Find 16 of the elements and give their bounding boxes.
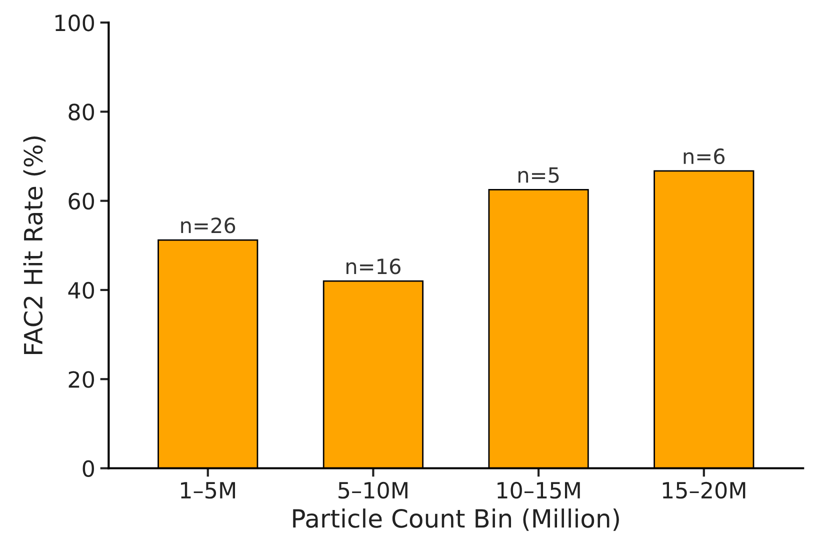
y-axis-title: FAC2 Hit Rate (%) xyxy=(23,136,46,354)
x-tick-label: 10–15M xyxy=(498,482,580,499)
annotation: n=26 xyxy=(181,217,236,234)
x-tick-label: 15–20M xyxy=(662,482,746,499)
x-tick-label: 1–5M xyxy=(181,482,235,499)
y-tick-label: 20 xyxy=(68,371,94,388)
x-axis-title: Particle Count Bin (Million) xyxy=(293,508,619,531)
annotation: n=6 xyxy=(684,148,725,164)
y-tick-label: 40 xyxy=(68,282,94,299)
y-tick-label: 100 xyxy=(55,14,94,32)
annotation: n=16 xyxy=(346,258,400,274)
y-tick-label: 60 xyxy=(68,192,94,210)
x-tick-label: 5–10M xyxy=(338,482,408,499)
y-tick-label: 80 xyxy=(68,104,94,120)
y-tick-label: 0 xyxy=(82,460,94,478)
annotation: n=5 xyxy=(518,167,559,183)
